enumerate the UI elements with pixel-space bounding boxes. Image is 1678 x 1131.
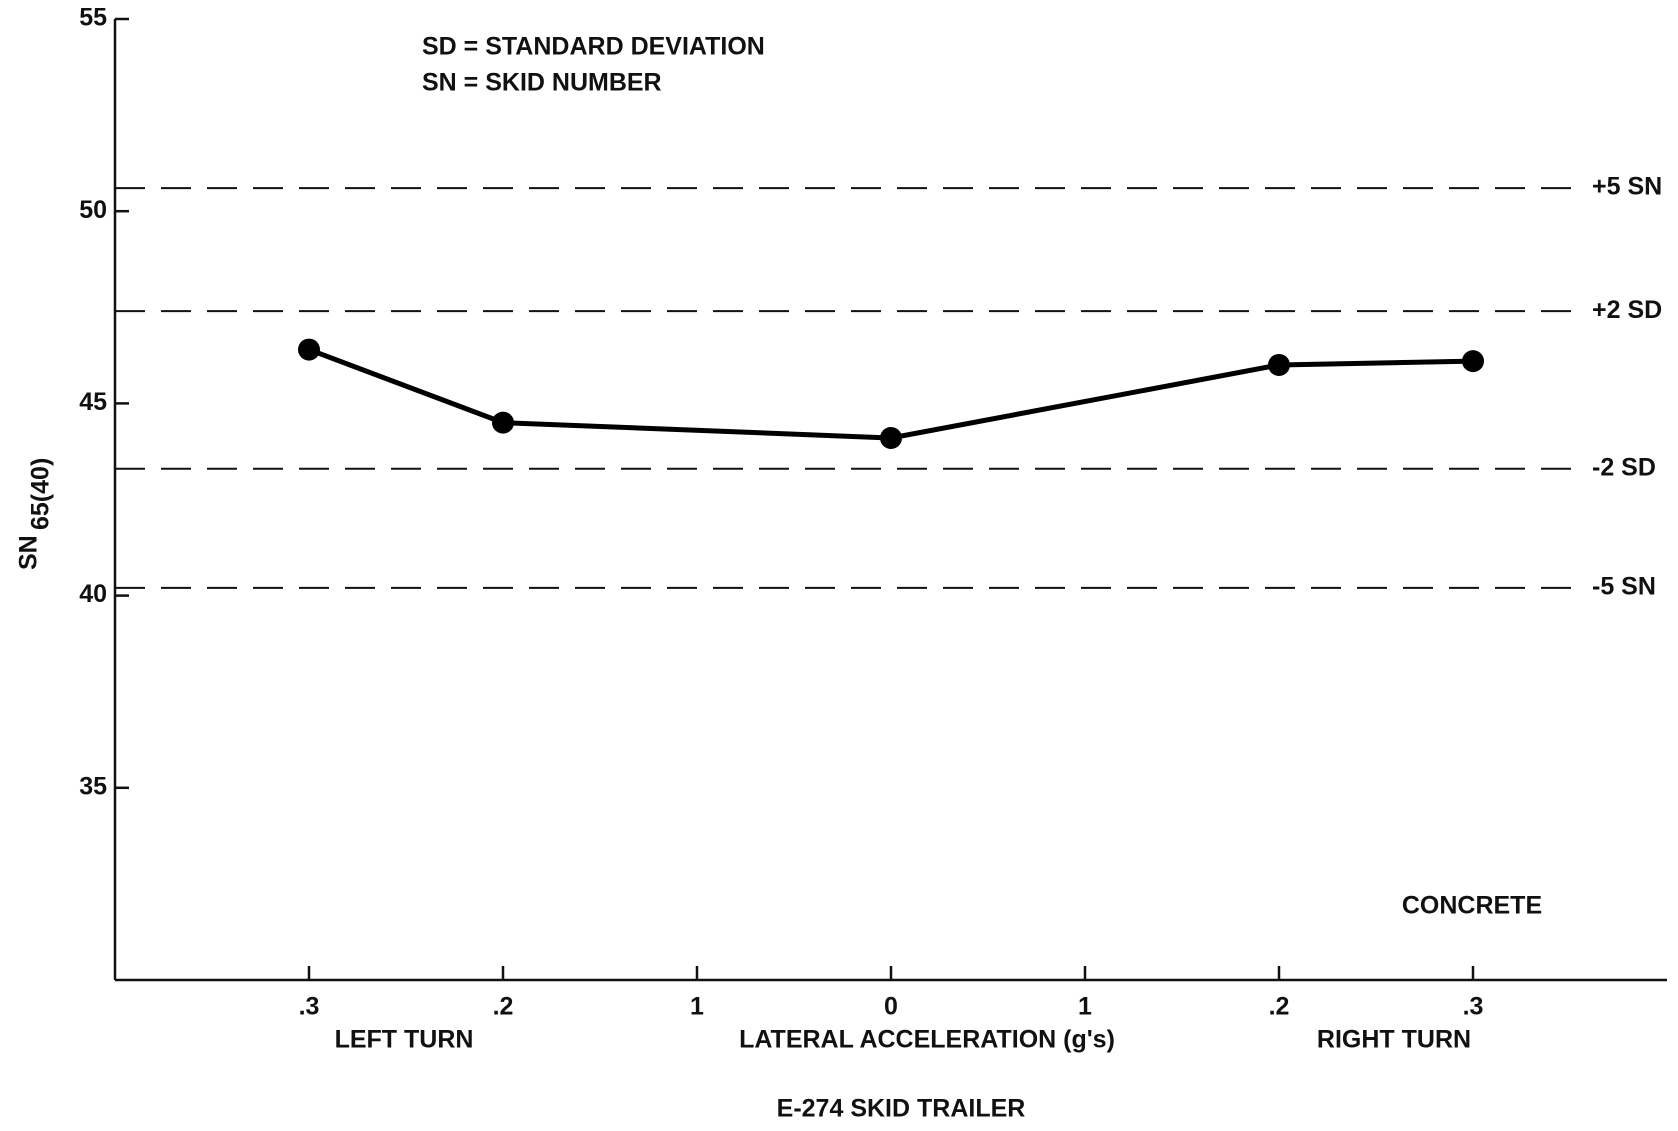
y-axis-label: SN 65(40): [15, 458, 55, 570]
data-point: [492, 411, 514, 434]
x-tick-label: 1: [690, 993, 704, 1021]
x-tick-label: .2: [1269, 993, 1290, 1021]
x-tick-label: .3: [299, 993, 320, 1021]
data-point: [1462, 350, 1484, 373]
x-tick-label: 0: [884, 993, 898, 1021]
group-label: RIGHT TURN: [1317, 1026, 1471, 1054]
data-point: [1268, 353, 1290, 376]
x-axis-label: LATERAL ACCELERATION (g's): [739, 1026, 1115, 1054]
legend-line: SN = SKID NUMBER: [422, 69, 662, 97]
y-tick-label: 40: [79, 580, 107, 608]
data-point: [880, 426, 902, 449]
x-tick-label: 1: [1078, 993, 1092, 1021]
data-point: [298, 338, 320, 361]
x-tick-label: .3: [1463, 993, 1484, 1021]
y-tick-label: 45: [79, 388, 107, 416]
legend-line: SD = STANDARD DEVIATION: [422, 33, 765, 61]
y-label-sub: 65(40): [27, 458, 55, 530]
reference-label: -5 SN: [1592, 573, 1656, 601]
y-tick-label: 55: [79, 4, 107, 32]
group-label: LEFT TURN: [335, 1026, 474, 1054]
y-label-main: SN: [15, 535, 43, 570]
caption: E-274 SKID TRAILER: [777, 1095, 1026, 1123]
reference-label: +5 SN: [1592, 173, 1662, 201]
reference-label: +2 SD: [1592, 296, 1662, 324]
y-tick-label: 35: [79, 772, 107, 800]
annotation: CONCRETE: [1402, 892, 1542, 920]
reference-label: -2 SD: [1592, 453, 1656, 481]
x-tick-label: .2: [493, 993, 514, 1021]
data-line: [308, 347, 1474, 441]
y-tick-label: 50: [79, 196, 107, 224]
